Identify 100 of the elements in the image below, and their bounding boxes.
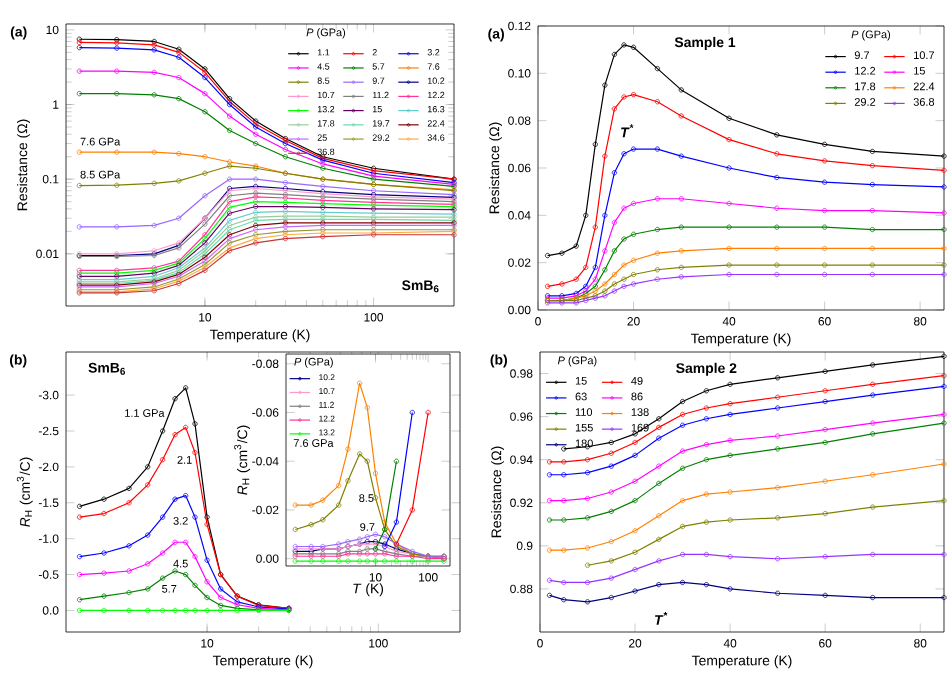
point bbox=[869, 226, 875, 233]
point bbox=[608, 489, 614, 495]
point bbox=[775, 556, 781, 562]
point bbox=[869, 148, 875, 155]
point bbox=[726, 245, 732, 252]
point bbox=[822, 368, 828, 374]
point bbox=[656, 582, 662, 588]
point bbox=[869, 262, 875, 268]
point bbox=[654, 267, 661, 273]
point bbox=[822, 271, 828, 278]
point bbox=[822, 426, 828, 433]
point bbox=[602, 281, 608, 287]
point bbox=[774, 205, 780, 211]
point bbox=[870, 594, 876, 601]
point bbox=[621, 205, 627, 211]
point bbox=[727, 401, 733, 407]
point bbox=[611, 170, 618, 176]
point bbox=[822, 398, 828, 405]
point bbox=[584, 495, 591, 502]
point bbox=[822, 554, 828, 560]
point bbox=[584, 599, 591, 605]
point bbox=[774, 262, 780, 268]
point bbox=[678, 153, 684, 159]
point bbox=[678, 264, 684, 270]
point bbox=[726, 200, 732, 207]
point bbox=[608, 538, 614, 545]
point bbox=[654, 99, 661, 105]
point bbox=[775, 485, 781, 491]
point bbox=[602, 248, 608, 254]
point bbox=[870, 420, 876, 426]
point bbox=[678, 248, 684, 254]
point bbox=[608, 575, 614, 581]
point bbox=[726, 271, 732, 278]
point bbox=[680, 551, 686, 558]
point bbox=[726, 165, 732, 171]
point bbox=[608, 463, 614, 469]
point bbox=[573, 276, 579, 282]
point bbox=[703, 388, 709, 394]
point bbox=[703, 491, 709, 497]
point bbox=[632, 452, 638, 458]
point bbox=[611, 248, 618, 254]
point bbox=[602, 82, 608, 88]
point bbox=[632, 498, 638, 504]
point bbox=[822, 245, 828, 252]
point bbox=[621, 94, 627, 100]
point bbox=[822, 388, 828, 394]
point bbox=[602, 212, 608, 218]
point bbox=[727, 411, 733, 418]
point bbox=[584, 457, 591, 463]
point bbox=[573, 243, 579, 249]
point bbox=[822, 141, 828, 147]
point bbox=[726, 224, 732, 230]
point bbox=[680, 411, 686, 418]
point bbox=[621, 262, 627, 268]
point bbox=[592, 264, 598, 270]
point bbox=[727, 452, 733, 458]
point bbox=[678, 224, 684, 230]
point bbox=[656, 480, 662, 486]
point bbox=[561, 547, 567, 553]
point bbox=[656, 463, 662, 469]
point bbox=[602, 267, 608, 273]
point bbox=[584, 545, 591, 551]
point bbox=[611, 219, 618, 226]
point bbox=[654, 276, 661, 282]
point bbox=[727, 381, 733, 387]
point bbox=[870, 472, 876, 478]
point bbox=[602, 153, 608, 159]
point bbox=[584, 470, 591, 476]
point bbox=[592, 283, 598, 289]
point bbox=[584, 515, 591, 521]
point bbox=[632, 528, 638, 534]
point bbox=[870, 504, 876, 510]
point bbox=[726, 262, 732, 268]
point bbox=[654, 226, 661, 233]
point bbox=[703, 582, 709, 588]
point bbox=[611, 51, 618, 57]
point bbox=[611, 271, 618, 278]
point bbox=[822, 158, 828, 164]
point bbox=[822, 179, 828, 185]
point bbox=[561, 517, 567, 523]
point bbox=[630, 92, 637, 98]
point bbox=[621, 276, 627, 282]
point bbox=[678, 196, 684, 202]
point bbox=[775, 590, 781, 596]
point bbox=[602, 293, 608, 299]
point bbox=[870, 362, 876, 368]
point bbox=[727, 437, 733, 443]
point bbox=[656, 424, 662, 430]
point bbox=[870, 392, 876, 398]
point bbox=[822, 224, 828, 230]
point bbox=[632, 588, 638, 594]
point bbox=[703, 551, 709, 558]
point bbox=[727, 489, 733, 495]
point bbox=[592, 276, 598, 282]
point bbox=[632, 566, 638, 573]
point bbox=[561, 597, 567, 603]
point bbox=[869, 245, 875, 252]
point bbox=[727, 517, 733, 523]
point bbox=[608, 558, 614, 564]
point bbox=[656, 536, 662, 542]
